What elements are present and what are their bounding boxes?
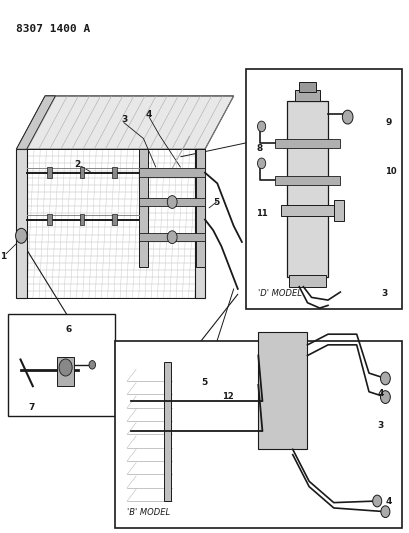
Circle shape (167, 231, 177, 244)
Text: 5: 5 (213, 198, 219, 206)
Bar (79, 167, 84, 178)
Text: 10: 10 (384, 167, 396, 176)
Text: 3: 3 (380, 289, 387, 298)
Circle shape (380, 372, 389, 385)
Text: 5: 5 (200, 378, 207, 386)
Bar (245, 69, 401, 309)
Bar (139, 233, 204, 241)
Bar (333, 200, 344, 221)
Bar (299, 82, 315, 92)
Bar (139, 149, 148, 266)
Bar (196, 149, 204, 266)
Bar (288, 275, 325, 287)
Text: 4: 4 (384, 497, 391, 505)
Circle shape (380, 391, 389, 403)
Circle shape (89, 360, 95, 369)
Bar (164, 362, 171, 501)
Text: 9: 9 (384, 118, 391, 127)
Bar (139, 198, 204, 206)
Circle shape (257, 158, 265, 168)
Bar (294, 90, 319, 101)
Bar (112, 214, 117, 225)
Text: 11: 11 (256, 209, 267, 219)
Bar (47, 167, 52, 178)
Text: 3: 3 (121, 116, 127, 124)
Bar (8, 314, 115, 416)
Polygon shape (16, 96, 55, 149)
Circle shape (16, 228, 27, 243)
Bar (79, 214, 84, 225)
Bar (286, 101, 327, 277)
Bar (139, 168, 204, 177)
Circle shape (59, 359, 72, 376)
Bar (47, 214, 52, 225)
Text: 6: 6 (65, 325, 72, 334)
Bar (115, 341, 401, 528)
Bar (16, 149, 27, 298)
Circle shape (167, 196, 177, 208)
Bar (274, 139, 339, 148)
Text: 7: 7 (29, 403, 35, 412)
Text: 8: 8 (256, 144, 262, 154)
Text: 'D' MODEL: 'D' MODEL (258, 289, 301, 298)
Text: 4: 4 (376, 389, 383, 398)
Circle shape (257, 121, 265, 132)
Text: 3: 3 (376, 421, 382, 430)
Text: 12: 12 (221, 392, 233, 401)
Bar (274, 176, 339, 185)
Circle shape (380, 506, 389, 518)
Bar (280, 205, 333, 216)
Text: 1: 1 (0, 252, 6, 261)
Bar (258, 332, 307, 449)
Bar (194, 149, 204, 298)
Circle shape (342, 110, 352, 124)
Circle shape (372, 495, 381, 507)
Text: 8307 1400 A: 8307 1400 A (16, 24, 90, 34)
Bar (112, 167, 117, 178)
Text: 4: 4 (145, 110, 152, 119)
Text: 'B' MODEL: 'B' MODEL (127, 508, 170, 517)
Text: 2: 2 (74, 160, 80, 169)
Polygon shape (16, 96, 233, 149)
Bar (57, 357, 74, 386)
